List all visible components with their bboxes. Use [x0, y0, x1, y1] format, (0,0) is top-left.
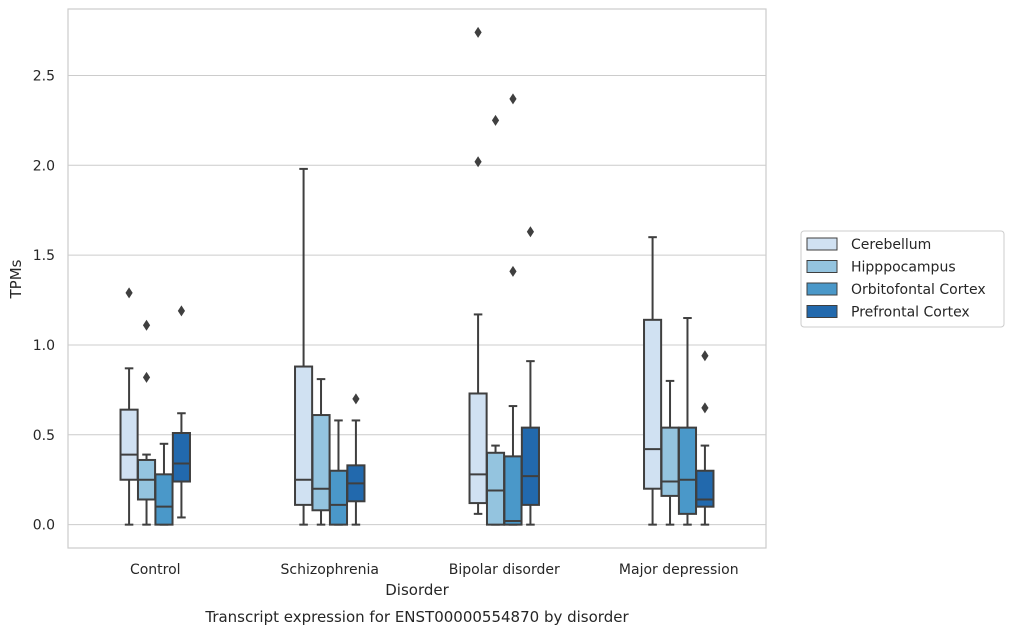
box-orbitofontal-cortex	[328, 419, 349, 526]
outlier-point	[701, 402, 709, 414]
box-prefrontal-cortex	[171, 305, 191, 519]
box-iqr	[171, 432, 191, 483]
box-plot-marks	[119, 26, 715, 526]
outlier-point	[509, 93, 517, 105]
y-axis-label: TPMs	[7, 259, 25, 299]
y-tick-label: 0.5	[33, 428, 55, 444]
box-iqr	[328, 469, 349, 526]
legend-label: Orbitofontal Cortex	[851, 282, 986, 298]
y-tick-label: 2.5	[33, 68, 55, 84]
box-orbitofontal-cortex	[503, 93, 523, 526]
box-iqr	[520, 426, 540, 506]
box-prefrontal-cortex	[520, 226, 540, 526]
legend-swatch	[806, 305, 838, 318]
x-tick-label: Bipolar disorder	[449, 562, 560, 578]
x-tick-label: Control	[130, 562, 181, 578]
box-cerebellum	[119, 287, 139, 526]
x-tick-label: Schizophrenia	[281, 562, 379, 578]
x-axis-label: Disorder	[385, 581, 449, 599]
box-iqr	[485, 451, 506, 526]
outlier-point	[474, 156, 482, 168]
box-cerebellum	[468, 26, 488, 515]
box-hipppocampus	[660, 379, 680, 526]
box-hipppocampus	[311, 378, 331, 526]
legend-swatch	[806, 282, 838, 296]
outlier-point	[509, 265, 517, 277]
figure-caption: Transcript expression for ENST0000055487…	[204, 608, 629, 626]
y-tick-labels: 0.0 0.5 1.0 1.5 2.0 2.5	[33, 68, 55, 533]
legend-label: Prefrontal Cortex	[851, 305, 970, 321]
box-prefrontal-cortex	[346, 393, 366, 526]
legend-frame	[800, 230, 1005, 328]
y-tick-label: 1.0	[33, 338, 55, 354]
y-tick-label: 0.0	[33, 518, 55, 534]
outlier-point	[474, 26, 482, 38]
box-iqr	[311, 414, 331, 512]
box-iqr	[660, 426, 680, 497]
plot-frame	[67, 8, 767, 549]
outlier-point	[142, 371, 151, 383]
legend-label: Hipppocampus	[851, 260, 956, 276]
box-orbitofontal-cortex	[154, 442, 174, 526]
box-iqr	[643, 318, 663, 490]
x-tick-label: Major depression	[619, 562, 739, 578]
box-prefrontal-cortex	[695, 350, 715, 526]
box-iqr	[119, 408, 139, 481]
x-tick-labels: Control Schizophrenia Bipolar disorder Majo…	[130, 562, 739, 578]
outlier-point	[142, 319, 151, 331]
box-cerebellum	[294, 167, 314, 526]
box-iqr	[468, 392, 488, 505]
box-hipppocampus	[136, 319, 157, 526]
box-cerebellum	[643, 236, 663, 526]
box-iqr	[695, 469, 715, 508]
outlier-point	[491, 114, 500, 126]
outlier-point	[701, 350, 709, 362]
y-tick-label: 2.0	[33, 158, 55, 174]
legend-swatch	[806, 237, 838, 251]
outlier-point	[352, 393, 360, 405]
outlier-point	[177, 305, 186, 317]
legend-label: Cerebellum	[851, 237, 931, 253]
box-iqr	[294, 365, 314, 506]
box-iqr	[154, 473, 174, 526]
box-orbitofontal-cortex	[677, 317, 698, 526]
legend: Cerebellum Hipppocampus Orbitofontal Corte…	[800, 230, 1005, 328]
box-iqr	[677, 426, 698, 515]
legend-swatch	[806, 260, 838, 273]
box-iqr	[503, 455, 523, 526]
y-tick-label: 1.5	[33, 248, 55, 264]
outlier-point	[125, 287, 133, 299]
outlier-point	[526, 226, 535, 238]
box-hipppocampus	[485, 114, 506, 526]
